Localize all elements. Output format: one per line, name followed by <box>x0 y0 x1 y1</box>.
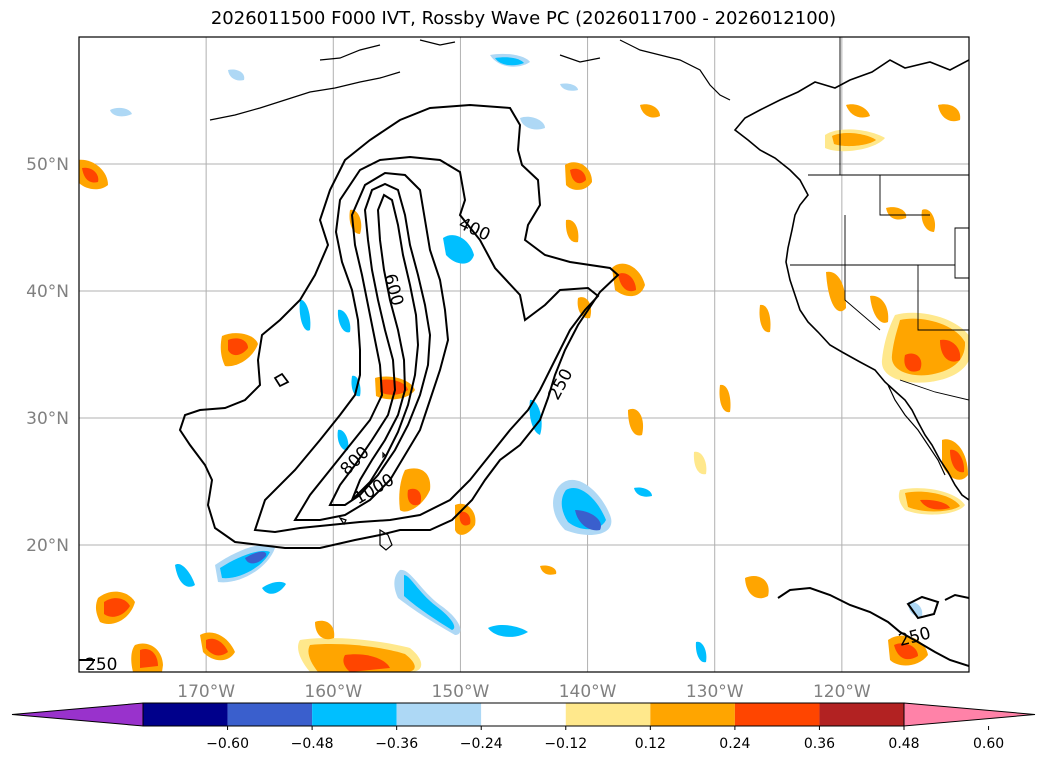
positive-anomaly-blob <box>577 297 592 319</box>
colorbar-tick-label: −0.12 <box>544 736 587 752</box>
colorbar: −0.60 −0.48 −0.36 −0.24 −0.12 0.12 0.24 0.36 0.4… <box>11 702 1036 752</box>
lon-tick-label: 160°W <box>304 682 362 702</box>
positive-anomaly-blob <box>628 408 644 436</box>
colorbar-tick-label: 0.48 <box>888 736 919 752</box>
positive-anomaly-blob <box>759 304 771 333</box>
lon-tick-label: 120°W <box>813 682 871 702</box>
positive-anomaly-blob <box>938 104 961 122</box>
positive-anomaly-blob <box>95 591 135 624</box>
ivt-contour-1000 <box>351 193 420 501</box>
lat-tick-label: 20°N <box>26 536 69 556</box>
positive-anomaly-blob <box>870 295 889 323</box>
negative-anomaly-blob <box>634 487 652 497</box>
political-borders <box>790 37 969 401</box>
positive-anomaly-blob <box>540 565 557 575</box>
lat-tick-label: 40°N <box>26 282 69 302</box>
lon-tick-label: 140°W <box>559 682 617 702</box>
negative-anomaly-blob <box>443 235 474 264</box>
map-title: 2026011500 F000 IVT, Rossby Wave PC (202… <box>210 8 837 29</box>
colorbar-segment <box>734 703 820 726</box>
positive-anomaly-blob <box>846 104 870 118</box>
negative-anomaly-blob <box>553 479 612 535</box>
colorbar-tick-label: 0.24 <box>719 736 750 752</box>
negative-anomaly-blob <box>299 299 311 331</box>
colorbar-segment <box>481 703 566 726</box>
positive-anomaly-blob <box>612 263 645 297</box>
ivt-contour-800 <box>328 182 432 506</box>
positive-anomaly-blob <box>399 468 431 512</box>
positive-anomaly-blob <box>886 207 907 220</box>
positive-anomaly-blob <box>826 271 846 312</box>
positive-anomaly-blob <box>565 162 592 190</box>
longitude-labels: 170°W 160°W 150°W 140°W 130°W 120°W <box>177 682 871 702</box>
negative-anomaly-blob <box>560 83 578 91</box>
colorbar-segment <box>312 703 397 726</box>
negative-anomaly-blob <box>394 569 461 635</box>
colorbar-tick-label: 0.60 <box>973 736 1004 752</box>
colorbar-segment <box>819 703 904 726</box>
negative-anomaly-blob <box>529 399 542 435</box>
negative-anomaly-blob <box>262 581 286 594</box>
positive-anomaly-blob <box>315 620 335 640</box>
positive-anomaly-blob <box>942 439 968 480</box>
ivt-contour-250-southeast <box>777 586 969 667</box>
lon-tick-label: 150°W <box>432 682 490 702</box>
ivt-contour-600 <box>293 171 450 521</box>
positive-anomaly-blob <box>79 159 108 190</box>
colorbar-tick-label: 0.12 <box>635 736 666 752</box>
lon-tick-label: 170°W <box>177 682 235 702</box>
negative-anomaly-blob <box>520 116 545 130</box>
negative-anomaly-blob <box>488 625 528 637</box>
rossby-wave-pc-shading <box>79 53 969 672</box>
colorbar-segment <box>396 703 482 726</box>
colorbar-segment <box>565 703 651 726</box>
lat-tick-label: 30°N <box>26 409 69 429</box>
negative-anomaly-blob <box>337 429 349 451</box>
colorbar-tick-label: 0.36 <box>804 736 835 752</box>
colorbar-segment <box>650 703 735 726</box>
ivt-contours <box>79 103 969 667</box>
colorbar-segment <box>227 703 313 726</box>
ivt-contour-250 <box>178 103 620 549</box>
negative-anomaly-blob <box>228 69 245 81</box>
ivt-contour-400 <box>253 155 600 534</box>
colorbar-tick-label: −0.48 <box>291 736 334 752</box>
positive-anomaly-blob <box>693 451 707 475</box>
latitude-labels: 20°N 30°N 40°N 50°N <box>26 155 69 556</box>
negative-anomaly-blob <box>695 641 707 663</box>
positive-anomaly-blob <box>131 643 163 672</box>
map-border <box>78 36 970 673</box>
negative-anomaly-blob <box>495 57 524 66</box>
colorbar-tick-label: −0.36 <box>375 736 418 752</box>
contour-label-250-southwest: 250 <box>85 655 117 675</box>
positive-anomaly-blob <box>640 104 660 118</box>
colorbar-extend-high <box>903 702 1036 727</box>
colorbar-extend-low <box>11 702 144 727</box>
negative-anomaly-blob <box>110 107 132 117</box>
positive-anomaly-blob <box>565 219 579 243</box>
positive-anomaly-blob <box>298 637 422 672</box>
colorbar-segment <box>143 703 228 726</box>
positive-anomaly-blob <box>200 632 235 661</box>
negative-anomaly-blob <box>215 544 275 583</box>
positive-anomaly-blob <box>719 384 731 413</box>
colorbar-tick-label: −0.24 <box>460 736 503 752</box>
lon-tick-label: 130°W <box>686 682 744 702</box>
lat-tick-label: 50°N <box>26 155 69 175</box>
negative-anomaly-blob <box>337 309 351 333</box>
negative-anomaly-blob <box>175 564 195 587</box>
positive-anomaly-blob <box>220 333 258 367</box>
positive-anomaly-blob <box>898 488 965 515</box>
colorbar-outline <box>142 702 905 727</box>
positive-anomaly-blob <box>745 576 769 599</box>
negative-anomaly-blob <box>908 601 923 617</box>
colorbar-tick-label: −0.60 <box>206 736 249 752</box>
